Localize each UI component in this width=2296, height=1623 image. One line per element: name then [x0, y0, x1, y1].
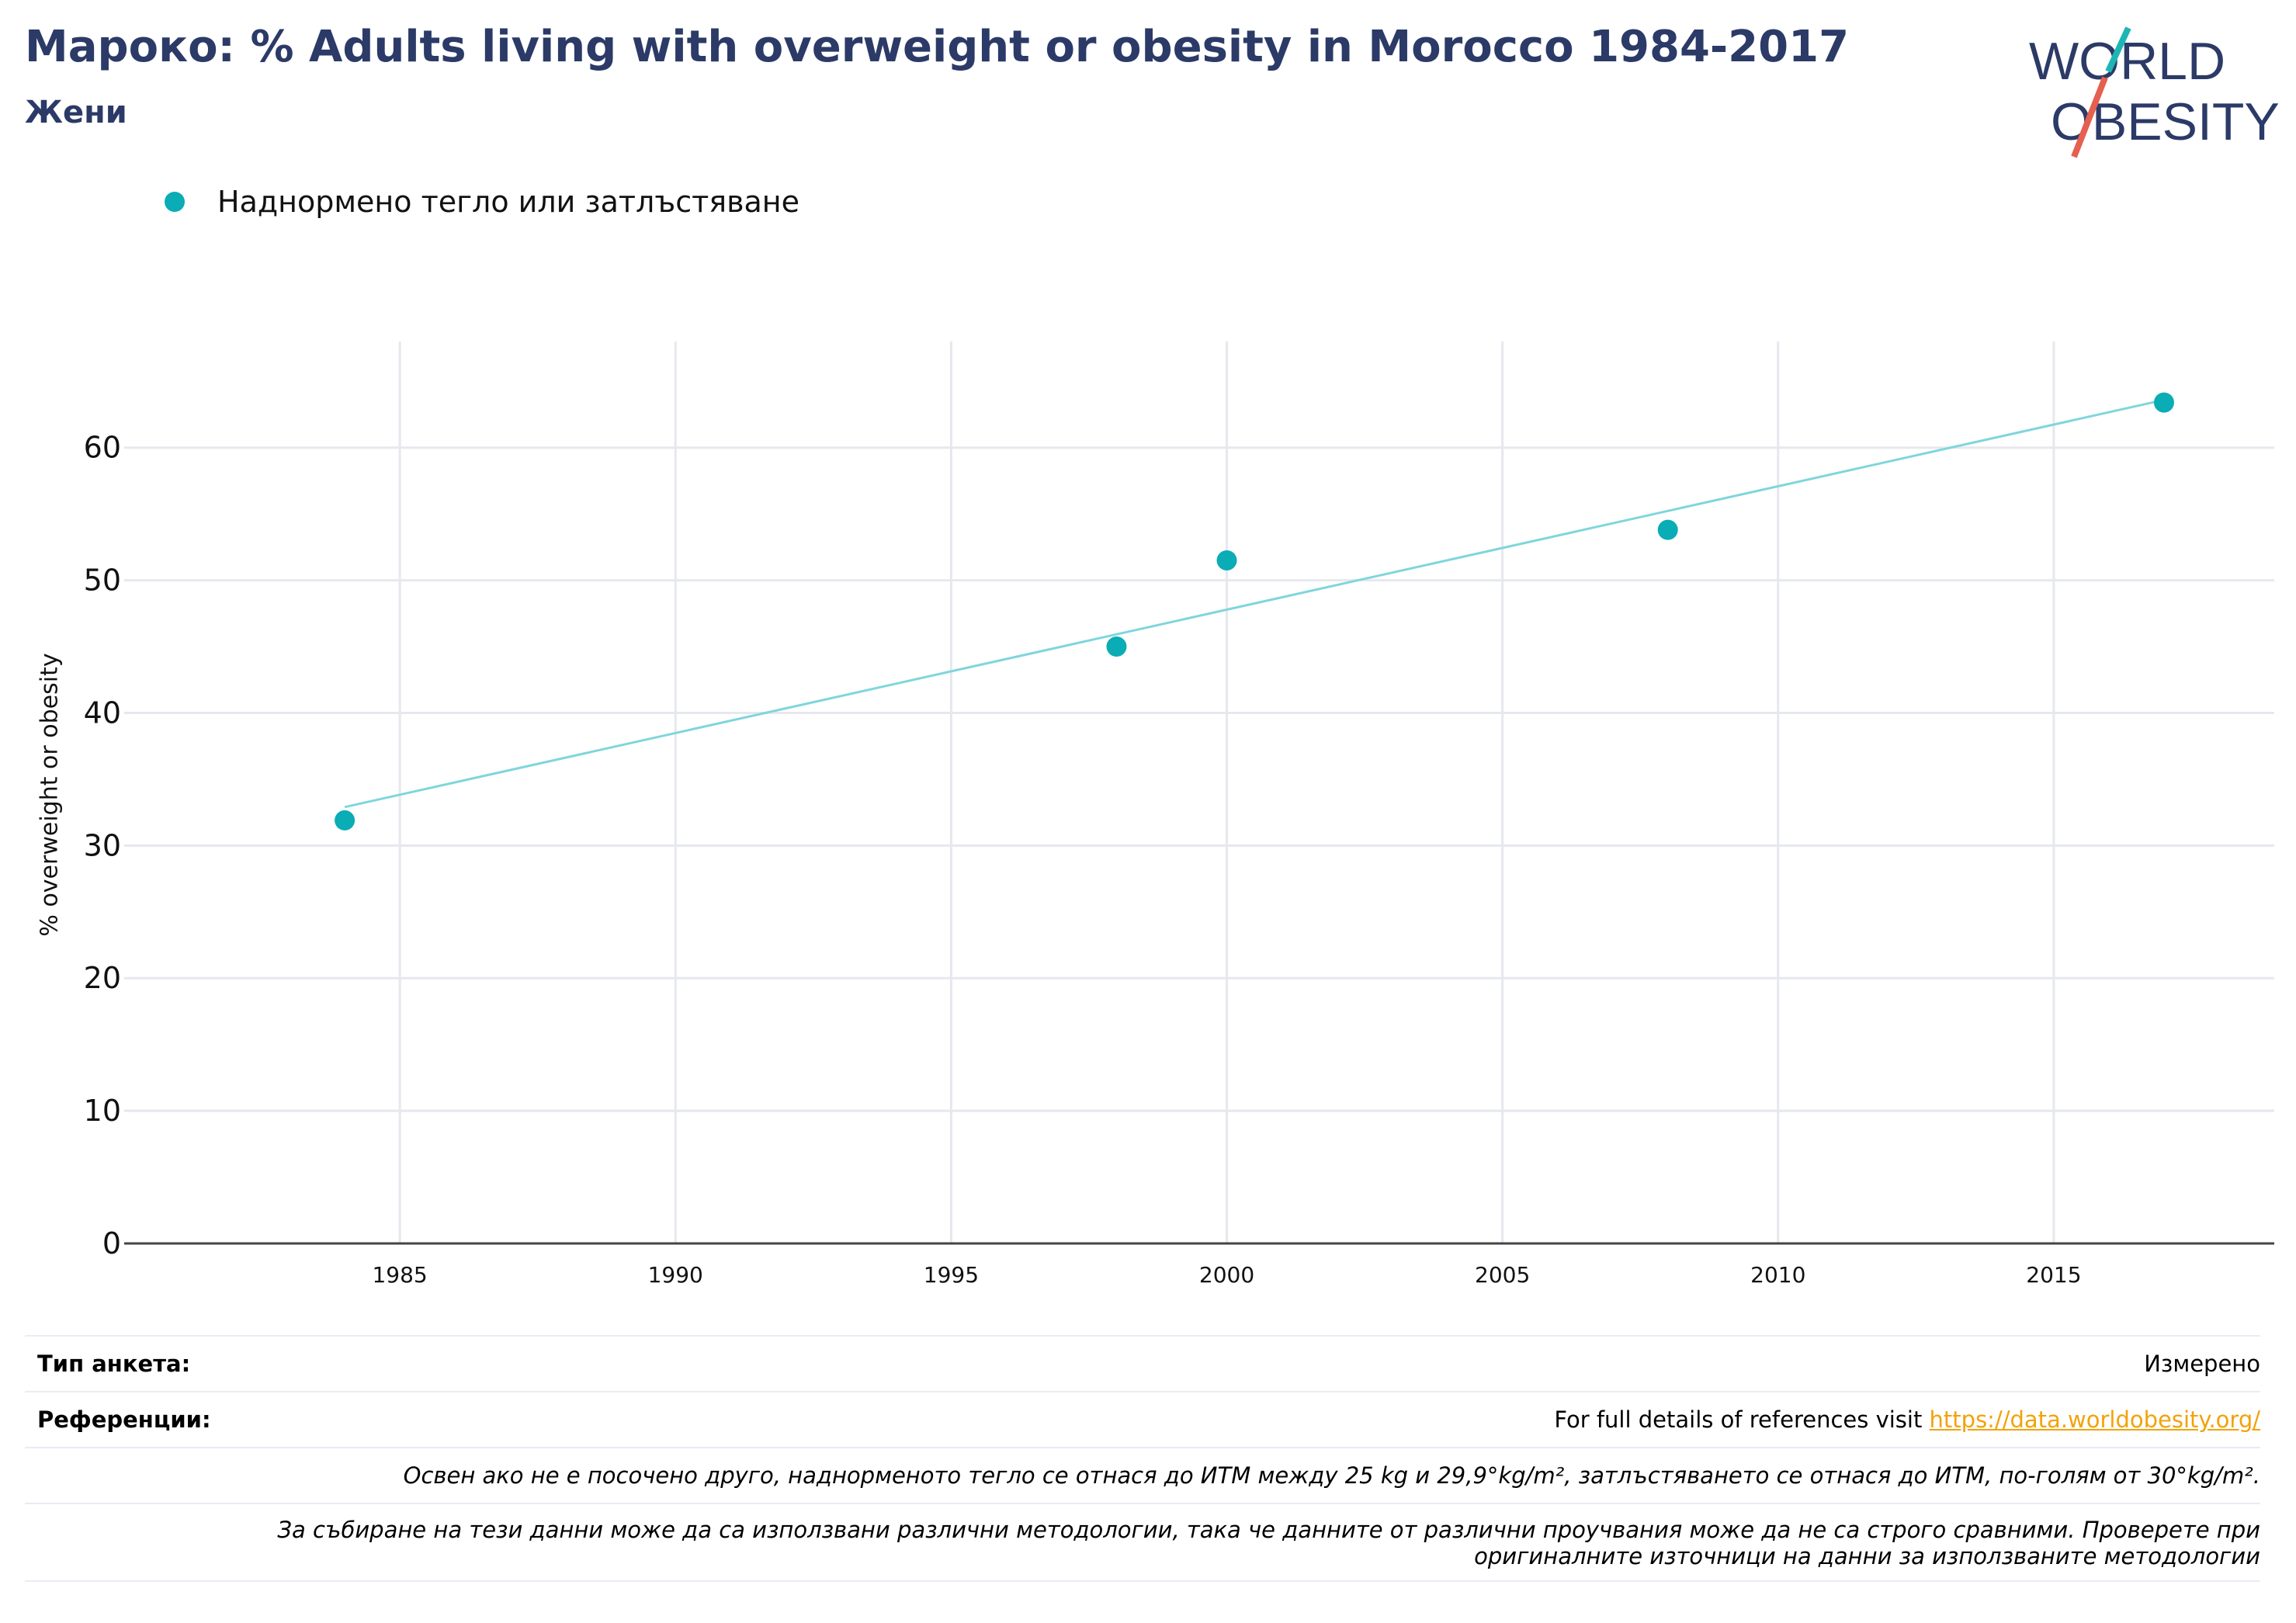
references-label: Референции: — [37, 1406, 211, 1433]
x-tick-label: 1985 — [372, 1262, 427, 1288]
chart-area: 1985 1990 1995 2000 2005 2010 2015 0 10 20 30 40 50 6… — [84, 342, 2274, 1288]
data-point — [1216, 550, 1237, 570]
chart-subtitle: Жени — [25, 95, 127, 130]
data-point — [1106, 636, 1127, 657]
legend[interactable]: Наднормено тегло или затлъстяване — [165, 183, 799, 220]
x-tick-label: 1995 — [924, 1262, 979, 1288]
references-link[interactable]: https://data.worldobesity.org/ — [1929, 1406, 2260, 1433]
tick-labels: 1985 1990 1995 2000 2005 2010 2015 0 10 20 30 40 50 6… — [84, 431, 2082, 1288]
trend-line — [344, 398, 2165, 809]
data-point — [335, 810, 355, 831]
x-tick-label: 2005 — [1475, 1262, 1530, 1288]
logo-slash-red — [2071, 76, 2108, 158]
references-row: Референции: For full details of referenc… — [25, 1391, 2260, 1447]
survey-type-label: Тип анкета: — [37, 1351, 191, 1377]
grid-lines — [124, 342, 2274, 1243]
y-axis-label: % overweight or obesity — [36, 653, 64, 937]
note-methodology: За събиране на тези данни може да са изп… — [25, 1503, 2260, 1582]
survey-type-row: Тип анкета: Измерено — [25, 1335, 2260, 1391]
note-definition: Освен ако не е посочено друго, наднормен… — [25, 1447, 2260, 1503]
data-point — [2153, 392, 2174, 413]
y-tick-label: 30 — [84, 828, 121, 862]
note-methodology-line1: За събиране на тези данни може да са изп… — [277, 1517, 2260, 1543]
x-tick-label: 2000 — [1199, 1262, 1254, 1288]
survey-type-value: Измерено — [2144, 1351, 2260, 1377]
x-tick-label: 2015 — [2026, 1262, 2081, 1288]
data-point — [1657, 519, 1678, 540]
y-tick-label: 20 — [84, 961, 121, 995]
legend-label: Наднормено тегло или затлъстяване — [217, 185, 799, 219]
world-obesity-logo: WORLD OBESITY — [2029, 26, 2280, 158]
logo-text-world: WORLD — [2029, 32, 2225, 91]
y-tick-label: 10 — [84, 1094, 121, 1128]
references-value: For full details of references visit htt… — [1554, 1406, 2260, 1433]
x-tick-label: 2010 — [1750, 1262, 1805, 1288]
data-points — [335, 392, 2174, 831]
chart-title: Мароко: % Adults living with overweight … — [25, 22, 1850, 72]
x-tick-label: 1990 — [648, 1262, 703, 1288]
y-tick-label: 40 — [84, 695, 121, 730]
y-tick-label: 0 — [102, 1226, 121, 1261]
legend-marker — [165, 192, 185, 212]
y-tick-label: 50 — [84, 564, 121, 598]
trend-line-group — [344, 398, 2165, 809]
logo-slash-teal — [2105, 26, 2131, 73]
references-text: For full details of references visit — [1554, 1406, 1930, 1433]
note-methodology-line2: оригиналните източници на данни за изпол… — [1474, 1543, 2260, 1569]
y-tick-label: 60 — [84, 431, 121, 465]
